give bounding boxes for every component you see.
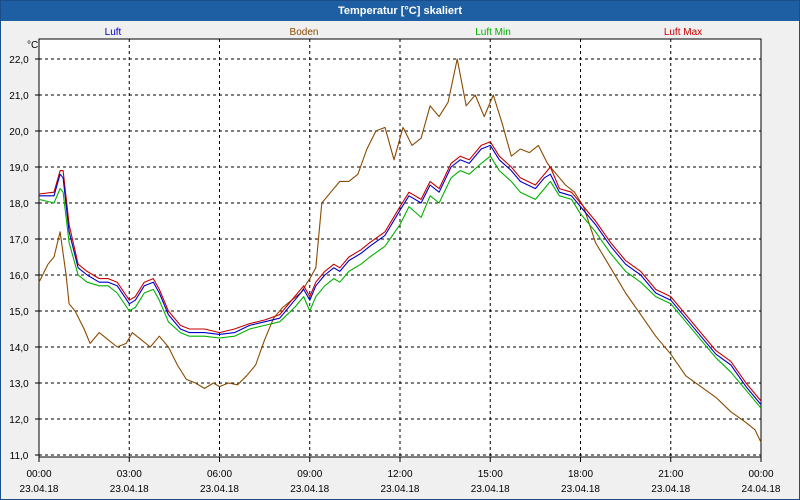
y-tick-label: 16,0 (9, 271, 29, 282)
x-tick-time-label: 09:00 (297, 469, 322, 480)
temperature-chart: 22,0 21,0 20,0 19,0 18,0 17,0 16,0 15,0 14,0 13,0… (9, 27, 781, 495)
x-tick-time-label: 03:00 (117, 469, 142, 480)
x-tick-time-label: 12:00 (387, 469, 412, 480)
y-axis-unit-label: °C (27, 40, 38, 51)
y-tick-label: 13,0 (9, 379, 29, 390)
x-tick-date-label: 23.04.18 (20, 484, 59, 495)
x-tick-time-label: 00:00 (26, 469, 51, 480)
y-tick-label: 22,0 (9, 55, 29, 66)
legend-item-luft: Luft (105, 27, 122, 38)
x-tick-date-label: 24.04.18 (742, 484, 781, 495)
x-tick-time-label: 21:00 (658, 469, 683, 480)
legend: Luft Boden Luft Min Luft Max (105, 27, 703, 38)
legend-item-luft-min: Luft Min (475, 27, 511, 38)
y-tick-label: 12,0 (9, 415, 29, 426)
y-tick-label: 14,0 (9, 343, 29, 354)
y-tick-label: 19,0 (9, 163, 29, 174)
x-tick-date-label: 23.04.18 (471, 484, 510, 495)
legend-item-boden: Boden (290, 27, 319, 38)
x-tick-date-label: 23.04.18 (200, 484, 239, 495)
y-tick-label: 18,0 (9, 199, 29, 210)
y-tick-label: 11,0 (10, 451, 29, 462)
x-tick-time-label: 18:00 (568, 469, 593, 480)
y-tick-label: 15,0 (9, 307, 29, 318)
x-tick-date-label: 23.04.18 (651, 484, 690, 495)
y-axis: 22,0 21,0 20,0 19,0 18,0 17,0 16,0 15,0 14,0 13,0… (9, 55, 39, 462)
window-title: Temperatur [°C] skaliert (1, 1, 799, 21)
x-tick-time-label: 00:00 (748, 469, 773, 480)
series-line-luft-max (38, 141, 762, 402)
x-tick-time-label: 06:00 (207, 469, 232, 480)
series-line-luft-min (38, 155, 762, 409)
y-tick-label: 21,0 (9, 91, 29, 102)
x-tick-time-label: 15:00 (478, 469, 503, 480)
y-tick-label: 17,0 (9, 235, 29, 246)
x-tick-date-label: 23.04.18 (561, 484, 600, 495)
x-tick-date-label: 23.04.18 (290, 484, 329, 495)
series-lines (38, 58, 762, 443)
legend-item-luft-max: Luft Max (664, 27, 702, 38)
y-tick-label: 20,0 (9, 127, 29, 138)
x-tick-date-label: 23.04.18 (381, 484, 420, 495)
x-axis: 00:00 23.04.18 03:00 23.04.18 06:00 23.04.18 0… (20, 457, 781, 495)
series-line-luft (39, 144, 762, 405)
x-tick-date-label: 23.04.18 (110, 484, 149, 495)
